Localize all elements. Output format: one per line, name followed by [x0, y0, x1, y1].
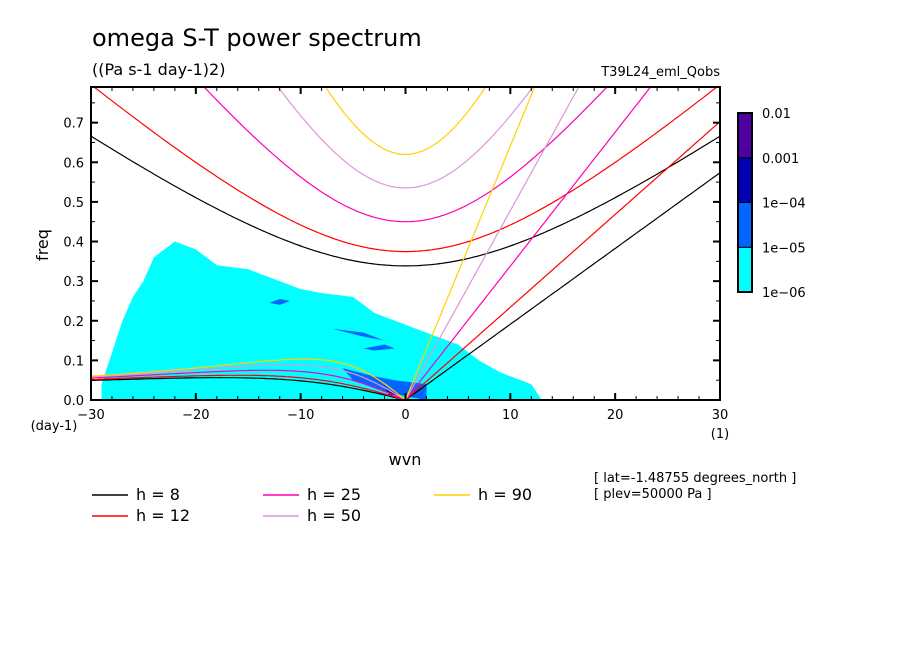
rossby-curve-h50 — [91, 364, 406, 400]
colorbar-swatch — [737, 246, 753, 293]
kelvin-curve-h50 — [404, 87, 580, 400]
colorbar-label: 1e−06 — [762, 286, 806, 301]
run-label: T39L24_eml_Qobs — [600, 65, 720, 80]
x-tick-label: 30 — [712, 408, 729, 423]
x-tick-label: 0 — [401, 408, 409, 423]
kelvin-curve-h12 — [405, 121, 720, 400]
y-unit-label: (day-1) — [31, 419, 78, 434]
x-tick-label: −10 — [287, 408, 314, 423]
y-tick-label: 0.4 — [63, 236, 84, 251]
inertia-gravity-curve-h12 — [93, 87, 718, 253]
y-tick-label: 0.1 — [63, 354, 84, 369]
power-region-1 — [269, 299, 291, 305]
power-region-2 — [332, 328, 385, 341]
kelvin-curve-h90 — [404, 87, 536, 400]
colorbar-label: 0.001 — [762, 152, 799, 167]
y-tick-label: 0.7 — [63, 117, 84, 132]
y-tick-label: 0.5 — [63, 196, 84, 211]
y-tick-label: 0.6 — [63, 156, 84, 171]
y-tick-label: 0.2 — [63, 315, 84, 330]
x-tick-label: −20 — [182, 408, 209, 423]
x-tick-label: 20 — [607, 408, 624, 423]
chart-title: omega S-T power spectrum — [92, 24, 422, 52]
x-tick-labels: −30 −20 −10 0 10 20 30 — [77, 408, 728, 423]
rossby-curve-h8 — [91, 377, 406, 400]
power-region-3 — [363, 344, 395, 351]
legend-label: h = 90 — [478, 485, 532, 504]
power-region-0 — [101, 241, 542, 400]
colorbar: 1e−06 1e−05 1e−04 0.001 0.01 — [737, 107, 806, 301]
rossby-curve-h25 — [91, 369, 406, 400]
colorbar-label: 0.01 — [762, 107, 791, 122]
kelvin-curve-h8 — [405, 172, 720, 400]
x-unit-label: (1) — [711, 427, 729, 442]
rossby-curve-h12 — [91, 374, 406, 400]
colorbar-label: 1e−05 — [762, 241, 806, 256]
y-tick-labels: 0.0 0.1 0.2 0.3 0.4 0.5 0.6 0.7 — [63, 117, 84, 409]
x-axis-label: wvn — [389, 450, 422, 469]
colorbar-label: 1e−04 — [762, 197, 806, 212]
y-tick-label: 0.0 — [63, 394, 84, 409]
y-axis-label: freq — [33, 229, 52, 261]
dispersion-curves — [91, 87, 720, 400]
legend-label: h = 25 — [307, 485, 361, 504]
inertia-gravity-curve-h50 — [277, 87, 534, 189]
inertia-gravity-curve-h90 — [324, 87, 487, 156]
kelvin-curve-h25 — [405, 87, 652, 400]
legend: h = 8 h = 12 h = 25 h = 50 h = 90 — [92, 485, 532, 525]
colorbar-swatch — [737, 157, 753, 203]
annotation-plev: [ plev=50000 Pa ] — [594, 487, 712, 502]
colorbar-frame — [737, 112, 753, 293]
x-tick-label: 10 — [502, 408, 519, 423]
annotation-lat: [ lat=-1.48755 degrees_north ] — [594, 471, 796, 486]
chart-units: ((Pa s-1 day-1)2) — [92, 60, 225, 79]
axis-ticks — [90, 87, 721, 401]
x-tick-label: −30 — [77, 408, 104, 423]
colorbar-swatch — [737, 112, 753, 159]
legend-label: h = 8 — [136, 485, 180, 504]
legend-label: h = 50 — [307, 506, 361, 525]
inertia-gravity-curve-h8 — [91, 135, 720, 267]
rossby-curve-h90 — [91, 358, 406, 400]
legend-label: h = 12 — [136, 506, 190, 525]
colorbar-swatch — [737, 202, 753, 248]
inertia-gravity-curve-h25 — [203, 87, 608, 223]
y-tick-label: 0.3 — [63, 275, 84, 290]
